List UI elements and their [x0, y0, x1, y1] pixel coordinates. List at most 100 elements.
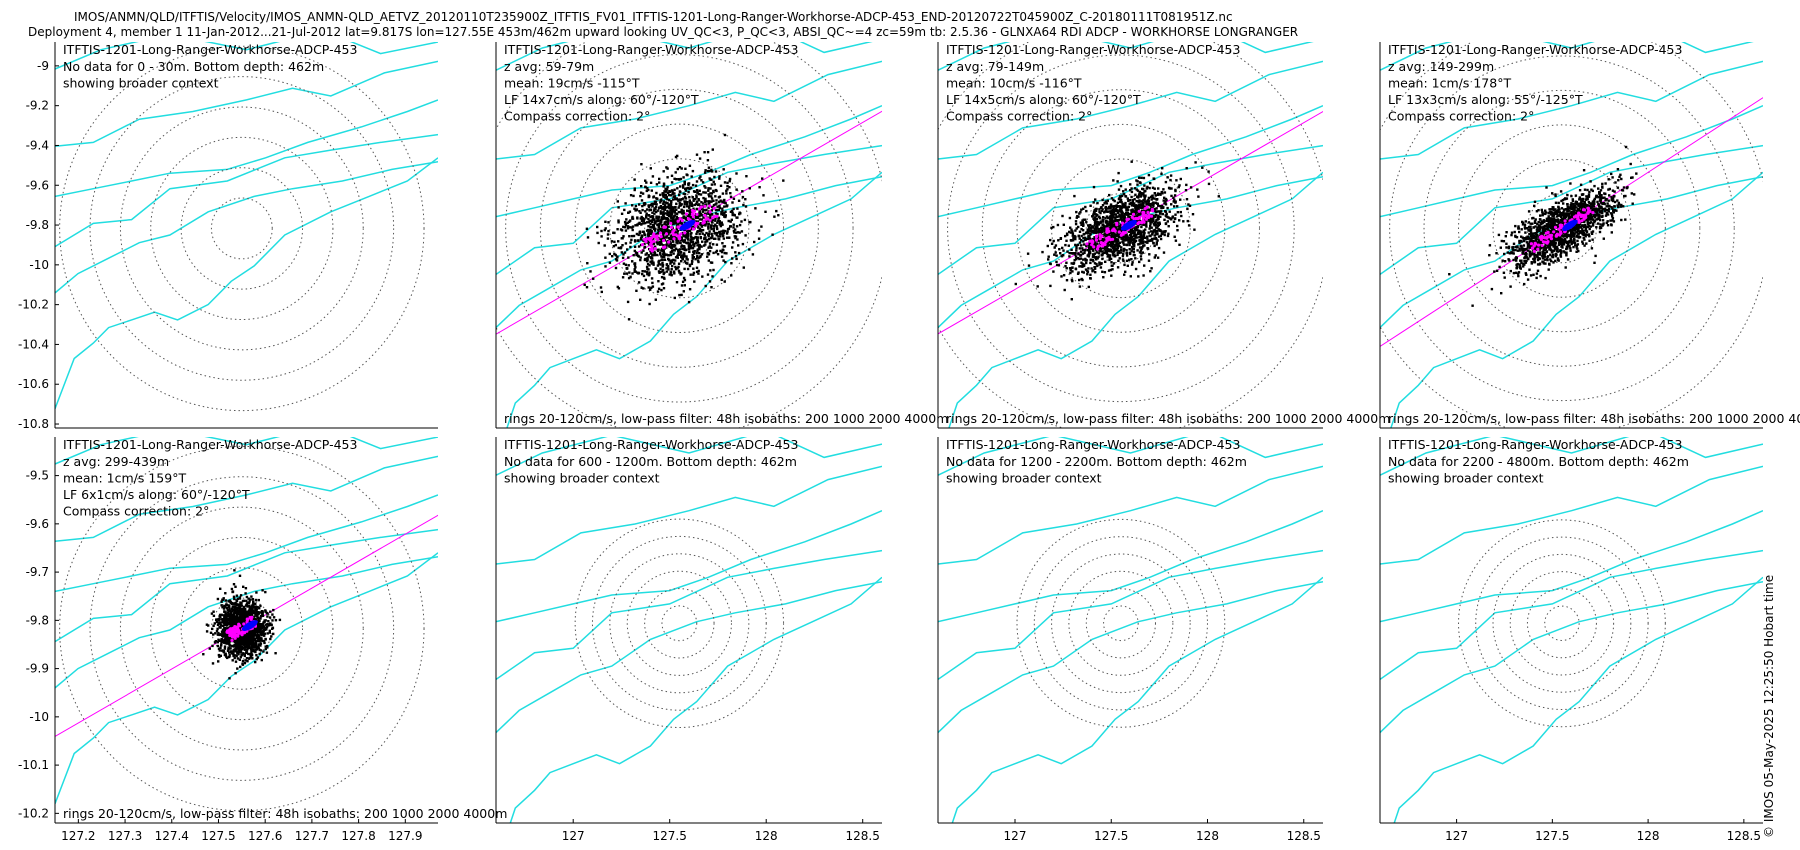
x-tick-label: 128	[755, 829, 778, 843]
x-tick-label: 128.5	[846, 829, 880, 843]
panel-info-line: LF 14x5cm/s along: 60°/-120°T	[946, 92, 1141, 107]
y-tick-label: -10	[29, 710, 49, 724]
speed-ring	[1085, 588, 1156, 659]
isobath-line	[1380, 580, 1763, 734]
isobath-line	[1380, 60, 1763, 160]
isobath-line	[496, 60, 882, 160]
x-tick-label: 127.5	[1094, 829, 1128, 843]
x-tick-label: 127.9	[388, 829, 422, 843]
isobath-line	[1380, 105, 1763, 218]
panel-info-line: showing broader context	[946, 471, 1102, 486]
speed-ring	[661, 605, 698, 642]
y-tick-label: -10.2	[18, 806, 49, 820]
panel-info-line: No data for 2200 - 4800m. Bottom depth: …	[1388, 454, 1689, 469]
x-tick-label: 127.2	[61, 829, 95, 843]
panel-info-line: mean: 10cm/s -116°T	[946, 76, 1082, 91]
speed-ring	[89, 76, 395, 381]
y-tick-label: -9.2	[26, 99, 49, 113]
isobath-line	[496, 42, 873, 71]
velocity-scatter	[202, 569, 282, 680]
isobath-line	[55, 555, 438, 689]
speed-ring	[89, 476, 395, 781]
panel-info-line: Compass correction: 2°	[63, 504, 209, 519]
panel-bottom-1: -9.5 -9.6 -9.7 -9.8 -9.9 -10 -10.1 -10.2 127.2 12…	[18, 437, 507, 843]
y-tick-label: -10.1	[18, 758, 49, 772]
speed-ring	[574, 123, 785, 333]
panel-bottom-3: 127 127.5 128 128.5 ITFTIS-1201-Long-Ranger-…	[937, 437, 1323, 843]
isobath-line	[938, 510, 1323, 623]
panel-bottom-4: 127 127.5 128 128.5 ITFTIS-1201-Long-Ranger-…	[1379, 437, 1763, 843]
x-tick-label: 127	[562, 829, 585, 843]
speed-ring	[1475, 536, 1649, 710]
principal-axis-line	[1380, 97, 1763, 348]
panel-bottom-2: 127 127.5 128 128.5 ITFTIS-1201-Long-Ranger-…	[495, 437, 882, 843]
panel-info-line: LF 6x1cm/s along: 60°/-120°T	[63, 487, 250, 502]
isobath-line	[496, 105, 882, 218]
file-path-title: IMOS/ANMN/QLD/ITFTIS/Velocity/IMOS_ANMN-…	[74, 10, 1233, 24]
y-tick-label: -10.2	[18, 298, 49, 312]
isobath-line	[55, 42, 438, 70]
x-tick-label: 127.7	[295, 829, 329, 843]
principal-axis-line	[496, 110, 882, 335]
x-tick-label: 127.6	[248, 829, 282, 843]
speed-ring	[1458, 519, 1666, 728]
isobath-line	[948, 171, 1323, 428]
isobath-line	[55, 99, 438, 198]
isobath-line	[55, 552, 438, 804]
panel-info-line: LF 13x3cm/s along: 55°/-125°T	[1388, 92, 1583, 107]
speed-ring	[1033, 536, 1208, 711]
panel-footer: rings 20-120cm/s, low-pass filter: 48h i…	[63, 806, 507, 821]
speed-ring	[626, 570, 732, 676]
plot-area	[496, 437, 882, 823]
isobath-line	[1380, 144, 1763, 276]
speed-ring	[59, 45, 425, 412]
y-tick-label: -10	[29, 258, 49, 272]
y-tick-label: -9.8	[26, 613, 49, 627]
isobath-line	[938, 42, 1314, 71]
isobath-line	[1380, 42, 1754, 71]
speed-ring	[505, 54, 854, 403]
velocity-scatter	[1014, 160, 1220, 301]
plot-area	[55, 437, 438, 812]
speed-ring	[1492, 553, 1632, 693]
deployment-info: Deployment 4, member 1 11-Jan-2012...21-…	[28, 25, 1299, 39]
panel-info-line: z avg: 149-299m	[1388, 59, 1494, 74]
y-tick-label: -9.4	[26, 138, 49, 152]
plot-area	[938, 42, 1323, 428]
panel-title: ITFTIS-1201-Long-Ranger-Workhorse-ADCP-4…	[63, 42, 357, 57]
mean-vector	[1562, 219, 1578, 232]
speed-ring	[210, 197, 273, 260]
speed-ring	[59, 445, 425, 812]
panel-top-4: ITFTIS-1201-Long-Ranger-Workhorse-ADCP-4…	[1379, 42, 1800, 429]
speed-ring	[1423, 89, 1701, 367]
plot-area	[1380, 437, 1763, 823]
speed-ring	[609, 553, 750, 694]
y-tick-label: -9.6	[26, 517, 49, 531]
isobath-line	[1380, 549, 1763, 681]
speed-ring	[180, 567, 304, 690]
panel-title: ITFTIS-1201-Long-Ranger-Workhorse-ADCP-4…	[946, 42, 1240, 57]
y-tick-label: -9.7	[26, 565, 49, 579]
speed-ring	[1016, 518, 1226, 728]
speed-ring	[539, 88, 819, 368]
y-tick-label: -9.6	[26, 178, 49, 192]
x-tick-label: 128.5	[1727, 829, 1761, 843]
isobath-line	[506, 171, 882, 428]
speed-ring	[119, 506, 364, 751]
isobath-line	[496, 549, 882, 681]
panel-footer: rings 20-120cm/s, low-pass filter: 48h i…	[1388, 411, 1800, 426]
panel-title: ITFTIS-1201-Long-Ranger-Workhorse-ADCP-4…	[1388, 42, 1682, 57]
isobath-line	[1380, 437, 1763, 476]
x-tick-label: 127.5	[1535, 829, 1569, 843]
speed-ring	[1526, 588, 1597, 659]
isobath-line	[1390, 171, 1763, 428]
panel-info-line: mean: 19cm/s -115°T	[504, 76, 640, 91]
panel-info-line: mean: 1cm/s 178°T	[1388, 76, 1511, 91]
velocity-scatter	[1448, 145, 1638, 307]
panel-info-line: No data for 0 - 30m. Bottom depth: 462m	[63, 59, 324, 74]
speed-ring	[1492, 158, 1632, 298]
speed-ring	[1103, 605, 1139, 642]
x-tick-label: 127.4	[155, 829, 189, 843]
isobath-line	[496, 510, 882, 623]
panel-info-line: Compass correction: 2°	[946, 109, 1092, 124]
